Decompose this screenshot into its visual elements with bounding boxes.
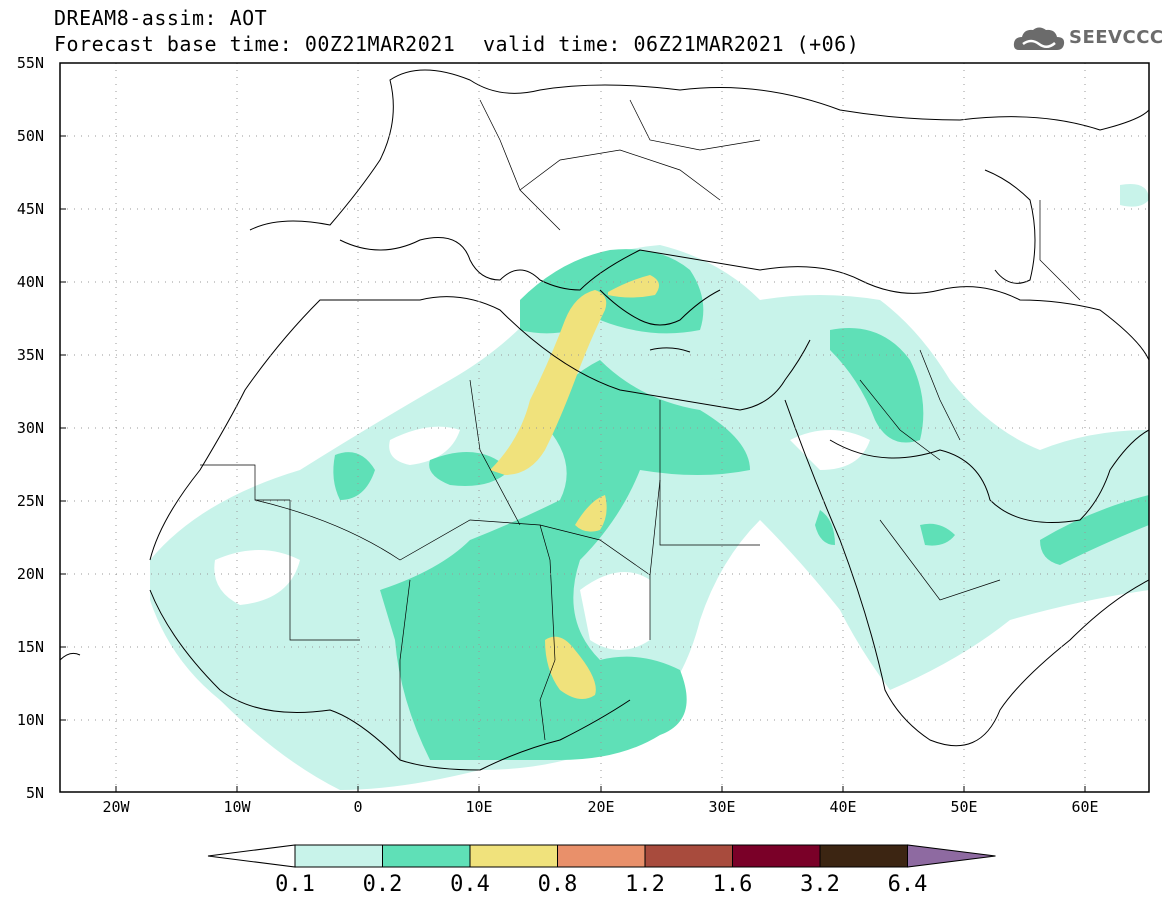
colorbar-swatch (469, 844, 558, 868)
lat-label: 50N (16, 127, 44, 145)
colorbar-swatch (819, 844, 908, 868)
lon-label: 0 (353, 798, 363, 816)
colorbar-swatch (294, 844, 383, 868)
lon-label: 60E (1071, 798, 1099, 816)
country-borders (200, 99, 1081, 760)
colorbar-swatch (732, 844, 821, 868)
colorbar-swatch (557, 844, 646, 868)
graticule (60, 63, 1149, 792)
lon-label: 20W (102, 798, 130, 816)
colorbar-swatch (644, 844, 733, 868)
lon-label: 30E (708, 798, 736, 816)
cloud-icon (1013, 27, 1065, 50)
colorbar-low-arrow (207, 844, 296, 868)
colorbar-label: 1.6 (712, 872, 753, 897)
colorbar-label: 6.4 (887, 872, 928, 897)
lat-label: 45N (16, 200, 44, 218)
lat-label: 10N (16, 711, 44, 729)
coastlines (60, 69, 1149, 771)
lat-label: 5N (25, 784, 44, 802)
lon-label: 50E (950, 798, 978, 816)
lat-label: 15N (16, 638, 44, 656)
aot-below-0.1-holes (214, 426, 870, 650)
lat-label: 20N (16, 565, 44, 583)
lon-label: 10E (465, 798, 493, 816)
colorbar-label: 0.1 (275, 872, 315, 897)
colorbar-label: 0.2 (362, 872, 403, 897)
lon-label: 40E (829, 798, 857, 816)
aot-0.4-0.8-field (490, 275, 659, 699)
colorbar-label: 0.4 (450, 872, 490, 897)
lat-label: 30N (16, 419, 44, 437)
lat-label: 55N (16, 54, 44, 72)
colorbar (207, 844, 996, 868)
lat-label: 40N (16, 273, 44, 291)
lon-label: 20E (587, 798, 615, 816)
colorbar-label: 0.8 (537, 872, 578, 897)
lat-label: 25N (16, 492, 44, 510)
colorbar-high-arrow (907, 844, 996, 868)
logo-text: SEEVCCC (1069, 27, 1164, 48)
colorbar-label: 3.2 (800, 872, 840, 897)
seevccc-logo: SEEVCCC (1011, 22, 1163, 58)
lat-label: 35N (16, 346, 44, 364)
colorbar-swatch (382, 844, 471, 868)
lon-label: 10W (223, 798, 251, 816)
valid-time: valid time: 06Z21MAR2021 (+06) (483, 32, 860, 56)
forecast-base-time: Forecast base time: 00Z21MAR2021 (54, 32, 456, 56)
colorbar-label: 1.2 (625, 872, 665, 897)
axis-ticks (60, 135, 1086, 792)
map-title: DREAM8-assim: AOT (54, 6, 268, 30)
